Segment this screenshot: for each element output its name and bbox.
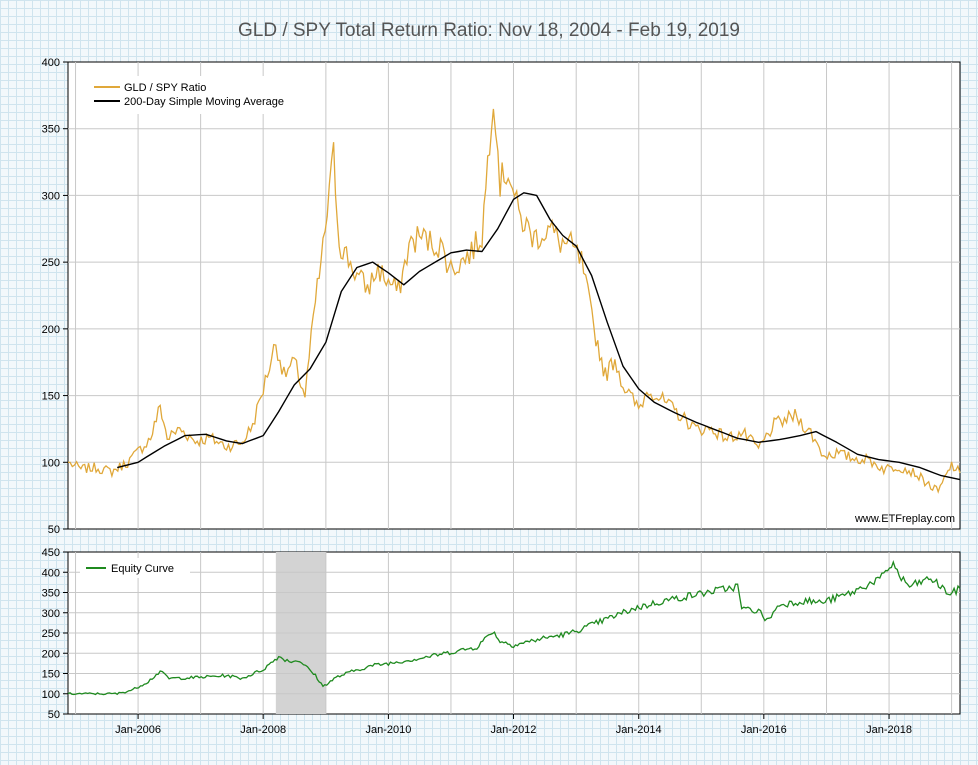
top-y-tick-label: 100: [42, 457, 60, 469]
bottom-y-axis: 50 100 150 200 250 300 350 400 450: [42, 547, 68, 721]
bottom-y-tick-label: 350: [42, 588, 60, 600]
x-tick-label: Jan-2010: [365, 724, 411, 736]
top-y-axis: 50 100 150 200 250 300 350 400: [42, 57, 68, 536]
bottom-y-tick-label: 150: [42, 669, 60, 681]
top-y-tick-label: 200: [42, 324, 60, 336]
series-line-gld-spy-ratio: [67, 108, 961, 494]
chart-title: GLD / SPY Total Return Ratio: Nov 18, 20…: [238, 20, 740, 41]
bottom-y-tick-label: 450: [42, 547, 60, 559]
series-line-equity-curve: [67, 559, 961, 696]
top-grid: [68, 62, 960, 529]
bottom-grid: [68, 552, 960, 714]
top-y-tick-label: 350: [42, 124, 60, 136]
legend-label-gld-spy-ratio: GLD / SPY Ratio: [124, 82, 206, 94]
watermark-text: www.ETFreplay.com: [854, 513, 955, 525]
x-tick-label: Jan-2016: [741, 724, 787, 736]
bottom-y-tick-label: 50: [48, 709, 60, 721]
bottom-y-tick-label: 200: [42, 648, 60, 660]
x-tick-label: Jan-2006: [115, 724, 161, 736]
series-line-sma: [117, 192, 961, 481]
x-axis: Jan-2006 Jan-2008 Jan-2010 Jan-2012 Jan-2014…: [115, 714, 912, 736]
top-y-tick-label: 50: [48, 524, 60, 536]
top-y-tick-label: 400: [42, 57, 60, 69]
legend-label-equity-curve: Equity Curve: [111, 563, 174, 575]
top-y-tick-label: 150: [42, 391, 60, 403]
top-y-tick-label: 250: [42, 257, 60, 269]
top-legend: GLD / SPY Ratio 200-Day Simple Moving Av…: [86, 76, 298, 114]
legend-label-sma: 200-Day Simple Moving Average: [124, 96, 284, 108]
top-panel-plot-area: [67, 61, 961, 530]
bottom-y-tick-label: 250: [42, 628, 60, 640]
top-y-tick-label: 300: [42, 190, 60, 202]
x-tick-label: Jan-2018: [866, 724, 912, 736]
bottom-y-tick-label: 300: [42, 608, 60, 620]
x-tick-label: Jan-2014: [616, 724, 662, 736]
bottom-series: [67, 559, 961, 696]
bottom-y-tick-label: 100: [42, 689, 60, 701]
top-series: [67, 108, 961, 494]
bottom-y-tick-label: 400: [42, 567, 60, 579]
bottom-legend: Equity Curve: [80, 558, 190, 578]
x-tick-label: Jan-2008: [240, 724, 286, 736]
x-tick-label: Jan-2012: [491, 724, 537, 736]
